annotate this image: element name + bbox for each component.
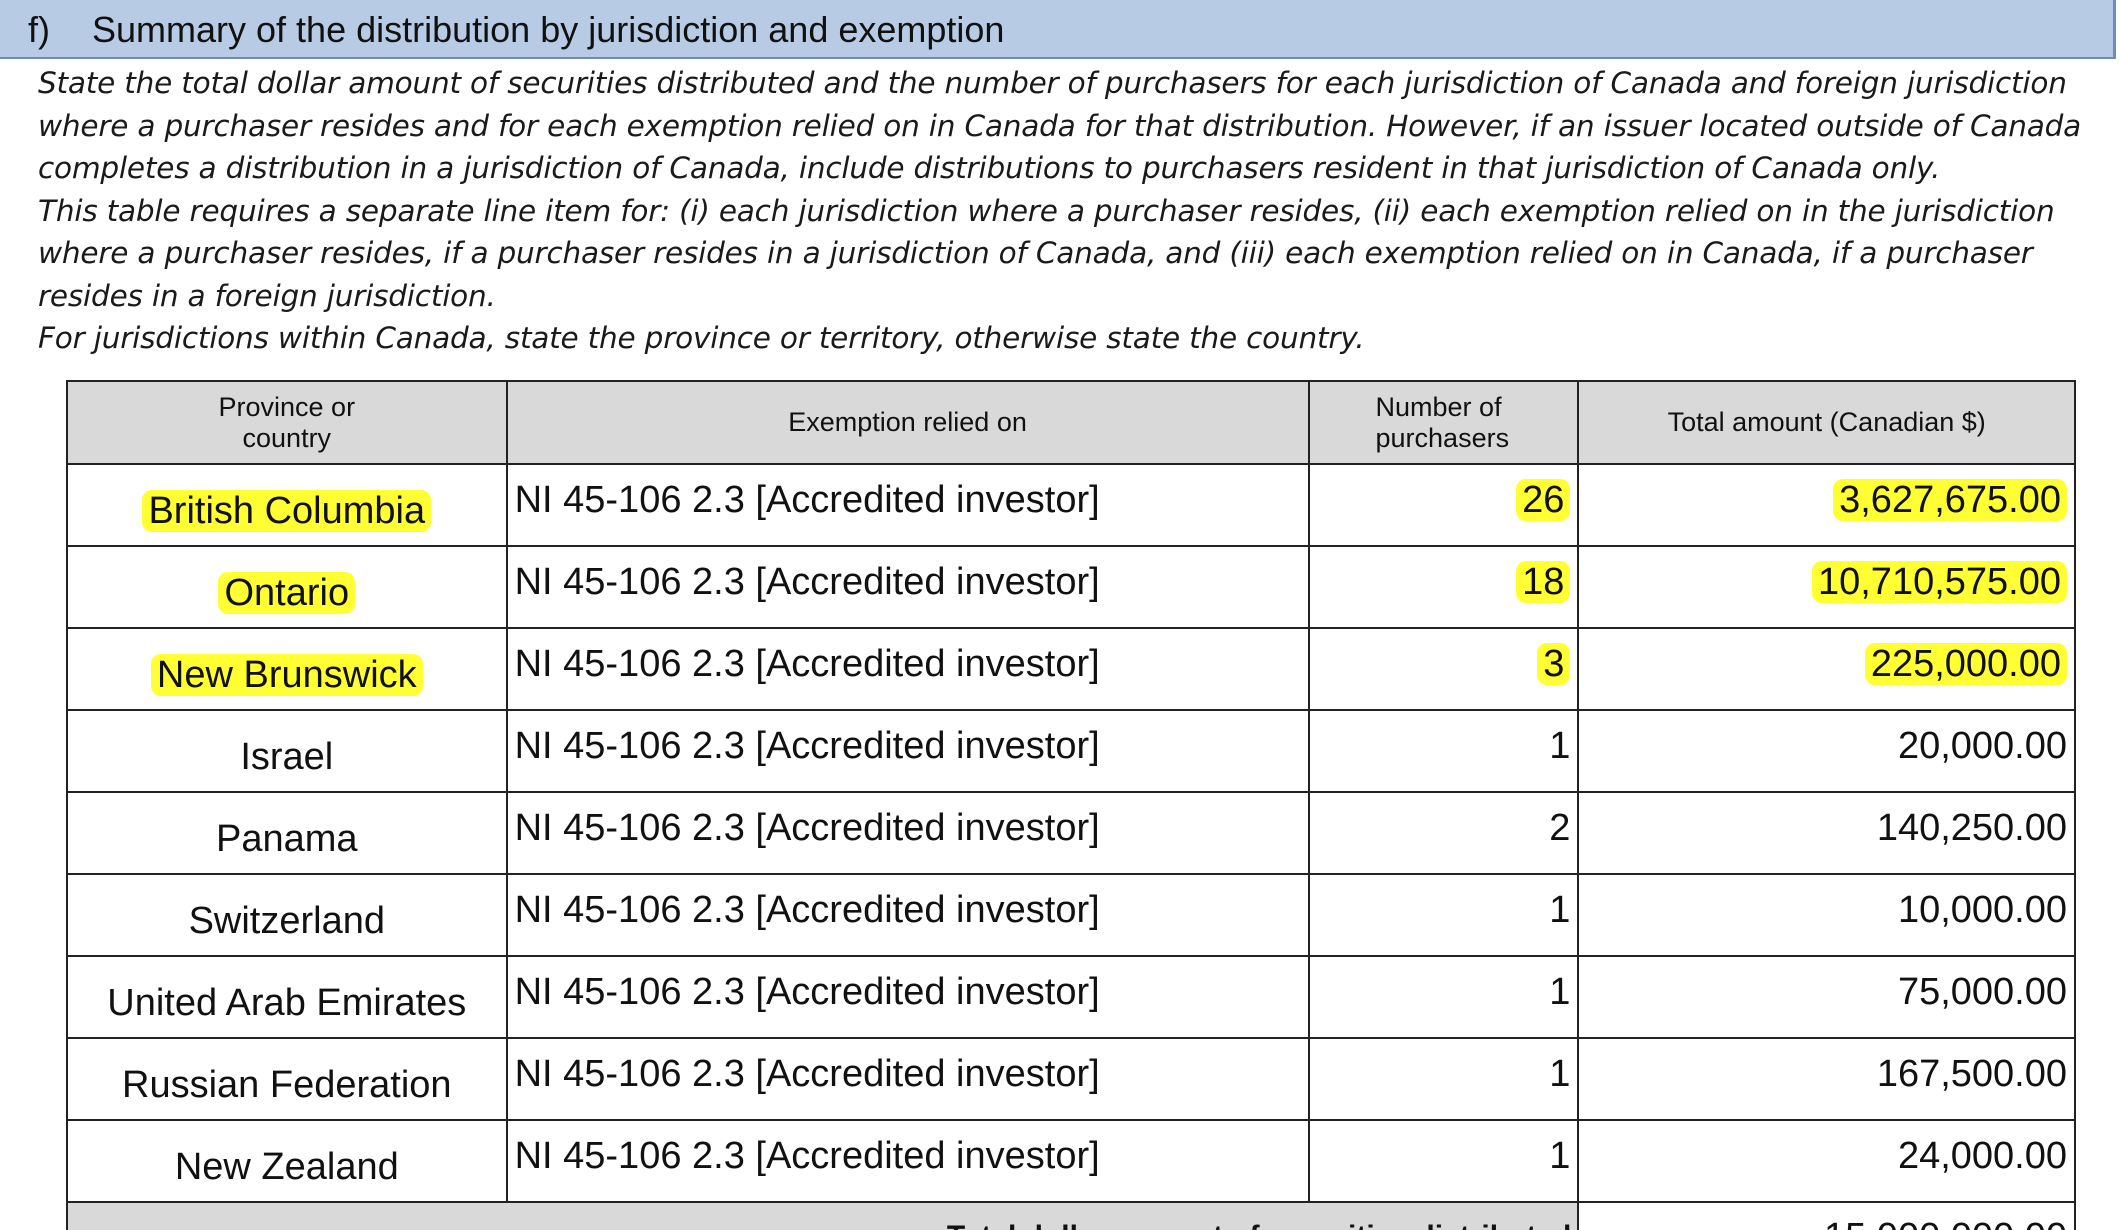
amount-value: 3,627,675.00 [1833,478,2067,521]
table-row: Switzerland NI 45-106 2.3 [Accredited in… [66,873,2076,957]
amount-cell: 10,000.00 [1577,873,2076,957]
table-row: British Columbia NI 45-106 2.3 [Accredit… [66,463,2076,547]
amount-cell: 167,500.00 [1577,1037,2076,1121]
amount-value: 10,710,575.00 [1811,560,2067,603]
jurisdiction-cell: United Arab Emirates [66,955,508,1039]
jurisdiction-cell: New Zealand [66,1119,508,1203]
total-label: Total dollar amount of securities distri… [65,1201,1580,1230]
jurisdiction-cell: Switzerland [66,873,508,957]
table-row: Panama NI 45-106 2.3 [Accredited investo… [66,791,2076,875]
distribution-table: Province or country Exemption relied on … [65,380,2076,1230]
amount-cell: 75,000.00 [1577,955,2076,1039]
exemption-cell: NI 45-106 2.3 [Accredited investor] [505,463,1310,547]
table-row: Ontario NI 45-106 2.3 [Accredited invest… [66,545,2076,629]
purchasers-cell: 1 [1307,873,1580,957]
total-value: 15,000,000.00 [1577,1201,2076,1230]
header-purchasers-line1: Number of [1375,391,1502,422]
header-jurisdiction-line1: Province or [218,391,356,422]
amount-cell: 3,627,675.00 [1577,463,2076,547]
amount-cell: 140,250.00 [1577,791,2076,875]
amount-value: 225,000.00 [1864,642,2067,685]
instruction-paragraph-2: This table requires a separate line item… [38,193,2055,313]
amount-cell: 225,000.00 [1577,627,2076,711]
header-jurisdiction-line2: country [242,422,332,453]
table-row: Russian Federation NI 45-106 2.3 [Accred… [66,1037,2076,1121]
jurisdiction-cell: Panama [66,791,508,875]
jurisdiction-cell: New Brunswick [66,627,508,711]
purchasers-cell: 1 [1307,1119,1580,1203]
jurisdiction-cell: British Columbia [66,463,508,547]
purchasers-cell: 1 [1307,709,1580,793]
jurisdiction-value: British Columbia [142,489,432,532]
section-title: Summary of the distribution by jurisdict… [92,9,1005,50]
purchasers-value: 26 [1516,478,1571,521]
jurisdiction-cell: Israel [66,709,508,793]
instruction-paragraph-1: State the total dollar amount of securit… [38,66,2082,185]
purchasers-cell: 3 [1307,627,1580,711]
table-row: United Arab Emirates NI 45-106 2.3 [Accr… [66,955,2076,1039]
purchasers-value: 3 [1537,642,1571,685]
header-purchasers: Number of purchasers [1307,380,1580,465]
exemption-cell: NI 45-106 2.3 [Accredited investor] [505,627,1310,711]
instruction-paragraph-3: For jurisdictions within Canada, state t… [38,321,1365,355]
total-row: Total dollar amount of securities distri… [65,1201,2076,1230]
exemption-cell: NI 45-106 2.3 [Accredited investor] [505,1037,1310,1121]
table-row: New Zealand NI 45-106 2.3 [Accredited in… [66,1119,2076,1203]
jurisdiction-value: Ontario [218,571,356,614]
purchasers-cell: 1 [1307,1037,1580,1121]
header-exemption: Exemption relied on [505,380,1310,465]
purchasers-cell: 1 [1307,955,1580,1039]
header-jurisdiction: Province or country [66,380,508,465]
purchasers-cell: 2 [1307,791,1580,875]
jurisdiction-value: New Brunswick [150,653,423,696]
purchasers-cell: 26 [1307,463,1580,547]
header-amount: Total amount (Canadian $) [1577,380,2076,465]
jurisdiction-cell: Russian Federation [66,1037,508,1121]
purchasers-cell: 18 [1307,545,1580,629]
table-row: New Brunswick NI 45-106 2.3 [Accredited … [66,627,2076,711]
amount-cell: 24,000.00 [1577,1119,2076,1203]
amount-cell: 20,000.00 [1577,709,2076,793]
purchasers-value: 18 [1516,560,1571,603]
exemption-cell: NI 45-106 2.3 [Accredited investor] [505,1119,1310,1203]
section-header: f) Summary of the distribution by jurisd… [0,0,2116,59]
table-header-row: Province or country Exemption relied on … [66,380,2076,465]
exemption-cell: NI 45-106 2.3 [Accredited investor] [505,709,1310,793]
header-purchasers-line2: purchasers [1375,422,1510,453]
exemption-cell: NI 45-106 2.3 [Accredited investor] [505,791,1310,875]
table-row: Israel NI 45-106 2.3 [Accredited investo… [66,709,2076,793]
exemption-cell: NI 45-106 2.3 [Accredited investor] [505,545,1310,629]
instructions-text: State the total dollar amount of securit… [38,62,2098,360]
amount-cell: 10,710,575.00 [1577,545,2076,629]
section-letter: f) [28,9,50,50]
jurisdiction-cell: Ontario [66,545,508,629]
exemption-cell: NI 45-106 2.3 [Accredited investor] [505,873,1310,957]
exemption-cell: NI 45-106 2.3 [Accredited investor] [505,955,1310,1039]
